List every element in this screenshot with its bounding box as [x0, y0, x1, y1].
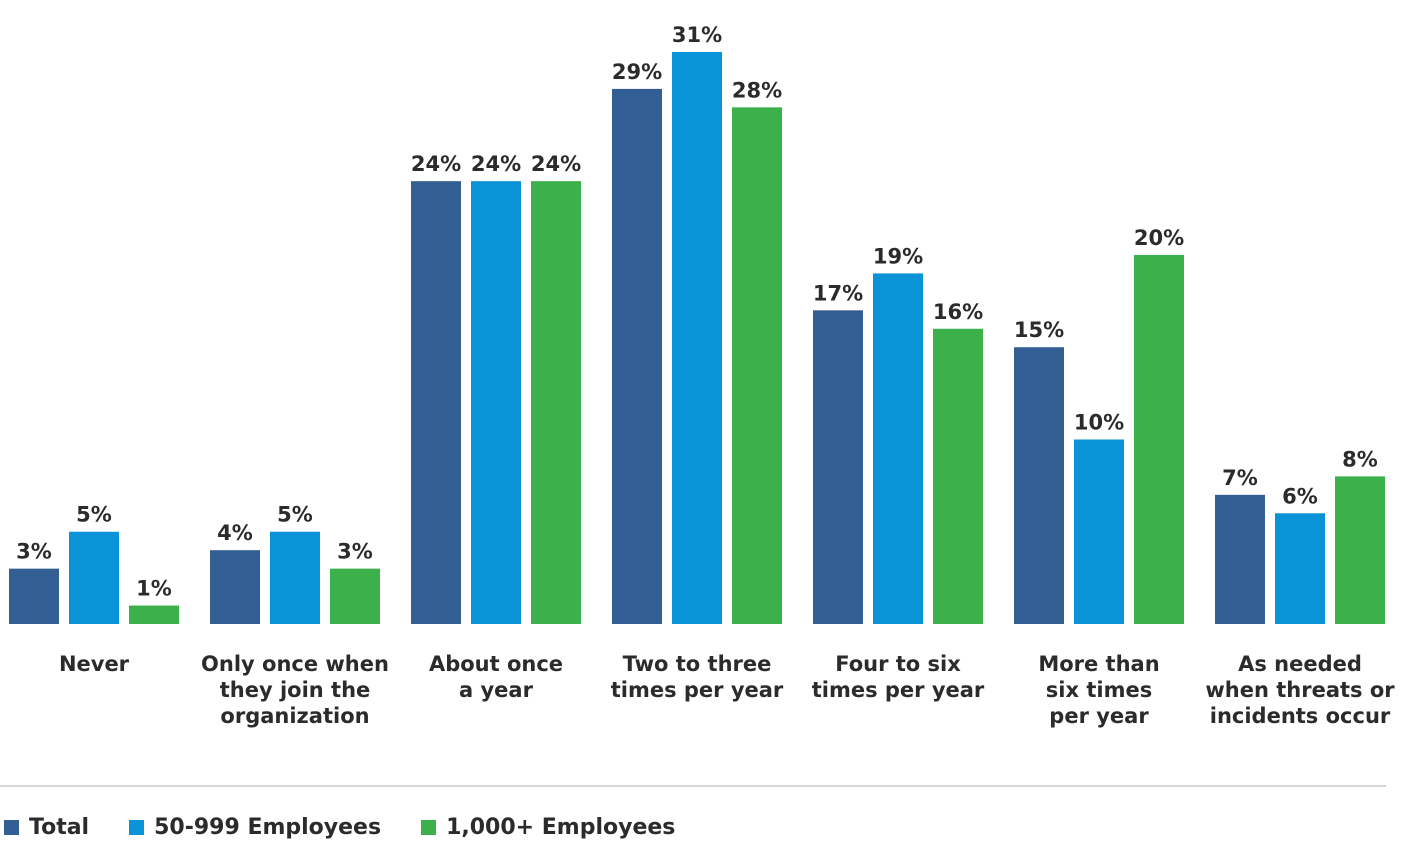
bar-1-000-employees-about-once-a-year: [531, 181, 581, 624]
value-label-50-999-employees-as-needed-when-threats-or-incidents-occur: 6%: [1282, 484, 1318, 508]
value-label-1-000-employees-two-to-three-times-per-year: 28%: [732, 78, 782, 102]
value-label-total-only-once-when-they-join-the-organization: 4%: [217, 521, 253, 545]
legend-item-total: Total: [4, 815, 89, 840]
value-label-1-000-employees-four-to-six-times-per-year: 16%: [933, 300, 983, 324]
category-label-never: Never: [59, 652, 130, 676]
bar-1-000-employees-as-needed-when-threats-or-incidents-occur: [1335, 476, 1385, 624]
bar-50-999-employees-about-once-a-year: [471, 181, 521, 624]
bar-50-999-employees-two-to-three-times-per-year: [672, 52, 722, 624]
value-labels-layer: 3% 5% 1% 4% 5% 3% 24% 24% 24% 29% 31% 28% 17% 19% 16% 1…: [16, 23, 1378, 601]
value-label-1-000-employees-only-once-when-they-join-the-organization: 3%: [337, 540, 373, 564]
legend-label-1000-plus-employees: 1,000+ Employees: [446, 814, 676, 840]
bar-1-000-employees-never: [129, 605, 179, 624]
bar-total-as-needed-when-threats-or-incidents-occur: [1215, 494, 1265, 624]
value-label-50-999-employees-only-once-when-they-join-the-organization: 5%: [277, 503, 313, 527]
legend-item-1000-plus-employees: 1,000+ Employees: [421, 815, 675, 840]
bar-total-four-to-six-times-per-year: [813, 310, 863, 624]
value-label-50-999-employees-four-to-six-times-per-year: 19%: [873, 244, 923, 268]
value-label-1-000-employees-about-once-a-year: 24%: [531, 152, 581, 176]
category-label-only-once-when-they-join-the-organization: Only once when they join the organization: [201, 652, 389, 728]
legend-swatch-total: [4, 819, 19, 835]
category-label-two-to-three-times-per-year: Two to three times per year: [611, 652, 784, 702]
category-labels-layer: Never Only once when they join the organiza…: [59, 652, 1395, 728]
bar-total-only-once-when-they-join-the-organization: [210, 550, 260, 624]
bar-50-999-employees-four-to-six-times-per-year: [873, 273, 923, 624]
category-label-as-needed-when-threats-or-incidents-occur: As needed when threats or incidents occur: [1205, 652, 1395, 728]
value-label-1-000-employees-more-than-six-times-per-year: 20%: [1134, 226, 1184, 250]
value-label-50-999-employees-more-than-six-times-per-year: 10%: [1074, 410, 1124, 434]
legend-swatch-50-999-employees: [129, 819, 145, 835]
value-label-total-about-once-a-year: 24%: [411, 152, 461, 176]
legend: Total 50-999 Employees 1,000+ Employees: [4, 812, 675, 842]
bar-1-000-employees-only-once-when-they-join-the-organization: [330, 568, 380, 624]
bar-50-999-employees-more-than-six-times-per-year: [1074, 439, 1124, 624]
bar-50-999-employees-only-once-when-they-join-the-organization: [270, 531, 320, 624]
value-label-total-two-to-three-times-per-year: 29%: [612, 60, 662, 84]
category-label-more-than-six-times-per-year: More than six times per year: [1038, 652, 1159, 728]
value-label-1-000-employees-as-needed-when-threats-or-incidents-occur: 8%: [1342, 447, 1378, 471]
bar-total-two-to-three-times-per-year: [612, 88, 662, 625]
bar-total-more-than-six-times-per-year: [1014, 347, 1064, 624]
value-label-total-more-than-six-times-per-year: 15%: [1014, 318, 1064, 342]
bar-50-999-employees-never: [69, 531, 119, 624]
value-label-total-as-needed-when-threats-or-incidents-occur: 7%: [1222, 466, 1258, 490]
bar-1-000-employees-more-than-six-times-per-year: [1134, 254, 1184, 624]
bar-total-never: [9, 568, 59, 624]
legend-swatch-1000-plus-employees: [421, 819, 437, 835]
bars-layer: [9, 52, 1385, 625]
bar-1-000-employees-four-to-six-times-per-year: [933, 328, 983, 624]
value-label-50-999-employees-never: 5%: [76, 503, 112, 527]
legend-label-total: Total: [29, 814, 90, 840]
legend-item-50-999-employees: 50-999 Employees: [129, 815, 381, 840]
legend-label-50-999-employees: 50-999 Employees: [154, 814, 382, 840]
category-label-about-once-a-year: About once a year: [429, 652, 563, 702]
value-label-50-999-employees-two-to-three-times-per-year: 31%: [672, 23, 722, 47]
category-label-four-to-six-times-per-year: Four to six times per year: [812, 652, 985, 702]
value-label-total-never: 3%: [16, 540, 52, 564]
value-label-50-999-employees-about-once-a-year: 24%: [471, 152, 521, 176]
bar-50-999-employees-as-needed-when-threats-or-incidents-occur: [1275, 513, 1325, 624]
value-label-total-four-to-six-times-per-year: 17%: [813, 281, 863, 305]
value-label-1-000-employees-never: 1%: [136, 577, 172, 601]
bar-1-000-employees-two-to-three-times-per-year: [732, 107, 782, 624]
bar-total-about-once-a-year: [411, 181, 461, 624]
